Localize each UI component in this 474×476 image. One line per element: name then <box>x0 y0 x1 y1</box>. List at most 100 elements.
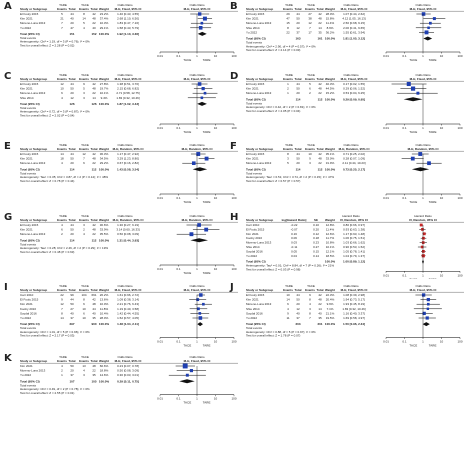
favours-left: TACE <box>409 344 417 348</box>
column-header: M-H, Fixed, 95% CI <box>341 77 368 81</box>
study-value: 42 <box>92 298 96 302</box>
study-value: 10 <box>60 87 64 91</box>
study-value: 50 <box>70 228 74 232</box>
study-value: 1 <box>287 82 289 86</box>
study-value: 31.9% <box>326 161 335 165</box>
footer-text: Total events <box>246 171 263 175</box>
study-value: 19.7% <box>100 87 109 91</box>
study-value: 20 <box>70 232 74 236</box>
plot-column-header: IV, Random, 95% CI <box>409 218 437 222</box>
total-value: 163 <box>295 37 300 41</box>
plot-header: Hazard Ratio <box>414 214 432 218</box>
effect-estimate: 1.83 [0.47, 7.16] <box>117 21 139 25</box>
study-value: 27 <box>70 307 74 311</box>
column-header: Study or Subgroup <box>20 218 47 222</box>
favours-left: TACE <box>409 130 417 134</box>
effect-estimate: 2.68 [1.10, 6.50] <box>117 17 139 21</box>
effect-estimate: 1.17 [0.47, 2.92] <box>117 152 139 156</box>
effect-estimate: 1.03 [0.66, 1.62] <box>343 241 365 245</box>
study-value: 99 <box>70 293 74 297</box>
total-value: 126 <box>69 102 74 106</box>
study-value: 1 <box>287 91 289 95</box>
column-header: Study or Subgroup <box>246 77 273 81</box>
study-value: 6 <box>287 302 289 306</box>
point-estimate-square <box>426 307 430 310</box>
study-value: 50 <box>296 298 300 302</box>
plot-column-header: M-H, Fixed, 95% CI <box>410 7 437 11</box>
column-header: Total <box>317 288 324 292</box>
x-tick-label: 0.01 <box>157 397 163 401</box>
total-label: Total (95% CI) <box>246 97 266 101</box>
study-value: 40 <box>92 311 96 315</box>
column-header: Events <box>57 359 67 363</box>
point-estimate-square <box>197 223 201 227</box>
effect-estimate: 1.38 [0.51, 3.70] <box>117 82 139 86</box>
study-value: 0.16 <box>291 232 297 236</box>
plot-column-header: M-H, Random, 95% CI <box>182 147 213 151</box>
x-tick-label: 100 <box>231 397 236 401</box>
effect-header: Odds Ratio <box>343 284 358 288</box>
study-value: 3 <box>309 161 311 165</box>
effect-header: Odds Ratio <box>343 3 358 7</box>
effect-estimate: 1.16 [0.40, 3.37] <box>343 311 365 315</box>
plot-column-header: M-H, Fixed, 95% CI <box>184 77 211 81</box>
effect-estimate: 0.28 [0.07, 1.09] <box>343 157 365 161</box>
study-value: 10 <box>82 316 86 320</box>
study-value: 42 <box>318 152 322 156</box>
study-name: Yu 2022 <box>20 26 31 30</box>
study-value: 44 <box>70 298 74 302</box>
study-value: 0.14 <box>313 254 319 258</box>
x-tick-label: 10 <box>440 126 444 130</box>
column-header: Events <box>57 7 67 11</box>
pooled-diamond <box>403 97 423 102</box>
column-header: Study or Subgroup <box>20 77 47 81</box>
total-value: 112 <box>92 238 97 242</box>
forest-plot-svg: TARE TACE Odds Ratio Odds Ratio Study or Sub… <box>20 214 238 275</box>
study-name: Kim 2021 <box>20 364 33 368</box>
study-value: 35 <box>92 373 96 377</box>
study-value: 22 <box>318 302 322 306</box>
x-tick-label: 0.1 <box>176 397 181 401</box>
footer-text: Heterogeneity: Chi² = 0.42, df = 2 (P = … <box>246 105 316 109</box>
x-tick-label: 1 <box>422 340 424 344</box>
plot-column-header: M-H, Fixed, 95% CI <box>184 288 211 292</box>
total-estimate: 1.48 [1.04, 2.11] <box>117 322 139 326</box>
study-value: 14 <box>92 96 96 100</box>
forest-plot-svg: Hazard Ratio Hazard Ratio Study or Subgrou… <box>246 214 464 279</box>
forest-plot-svg: TARE TACE Odds Ratio Odds Ratio Study or Sub… <box>246 73 464 134</box>
effect-estimate: 1.58 [0.43, 5.79] <box>117 26 139 30</box>
effect-estimate: 0.23 [0.07, 0.78] <box>117 364 139 368</box>
study-value: 50 <box>70 87 74 91</box>
study-name: Shie 2014 <box>20 96 34 100</box>
study-value: 0.03 <box>291 241 297 245</box>
study-value: 44 <box>296 152 300 156</box>
study-value: 21.1% <box>326 311 335 315</box>
total-estimate: 1.87 [1.02, 3.43] <box>117 102 139 106</box>
study-value: 40 <box>70 311 74 315</box>
plot-column-header: M-H, Fixed, 95% CI <box>410 77 437 81</box>
x-tick-label: 1 <box>196 126 198 130</box>
favours-left: TACE <box>183 200 191 204</box>
favours-right: TARE <box>203 344 211 348</box>
study-value: 5 <box>83 87 85 91</box>
group-header-tace: TACE <box>307 73 315 77</box>
effect-estimate: 0.71 [0.25, 2.02] <box>343 152 365 156</box>
total-label: Total (95% CI) <box>20 379 40 383</box>
study-value: 29 <box>286 12 290 16</box>
study-value: 44 <box>70 152 74 156</box>
study-value: 20 <box>70 161 74 165</box>
study-value: 48 <box>92 364 96 368</box>
group-header-tare: TARE <box>59 355 67 359</box>
total-value: 100.0% <box>325 97 336 101</box>
study-value: 0.04 <box>291 254 297 258</box>
column-header: Total <box>91 147 98 151</box>
column-header: Total <box>69 77 76 81</box>
point-estimate-square <box>198 12 202 16</box>
x-tick-label: 1 <box>422 273 424 277</box>
group-header-tare: TARE <box>59 73 67 77</box>
pooled-diamond <box>197 31 207 36</box>
column-header: Study or Subgroup <box>246 7 273 11</box>
effect-estimate: 0.90 [0.53, 1.52] <box>343 245 365 249</box>
x-tick-label: 1 <box>196 196 198 200</box>
column-header: M-H, Fixed, 95% CI <box>341 288 368 292</box>
